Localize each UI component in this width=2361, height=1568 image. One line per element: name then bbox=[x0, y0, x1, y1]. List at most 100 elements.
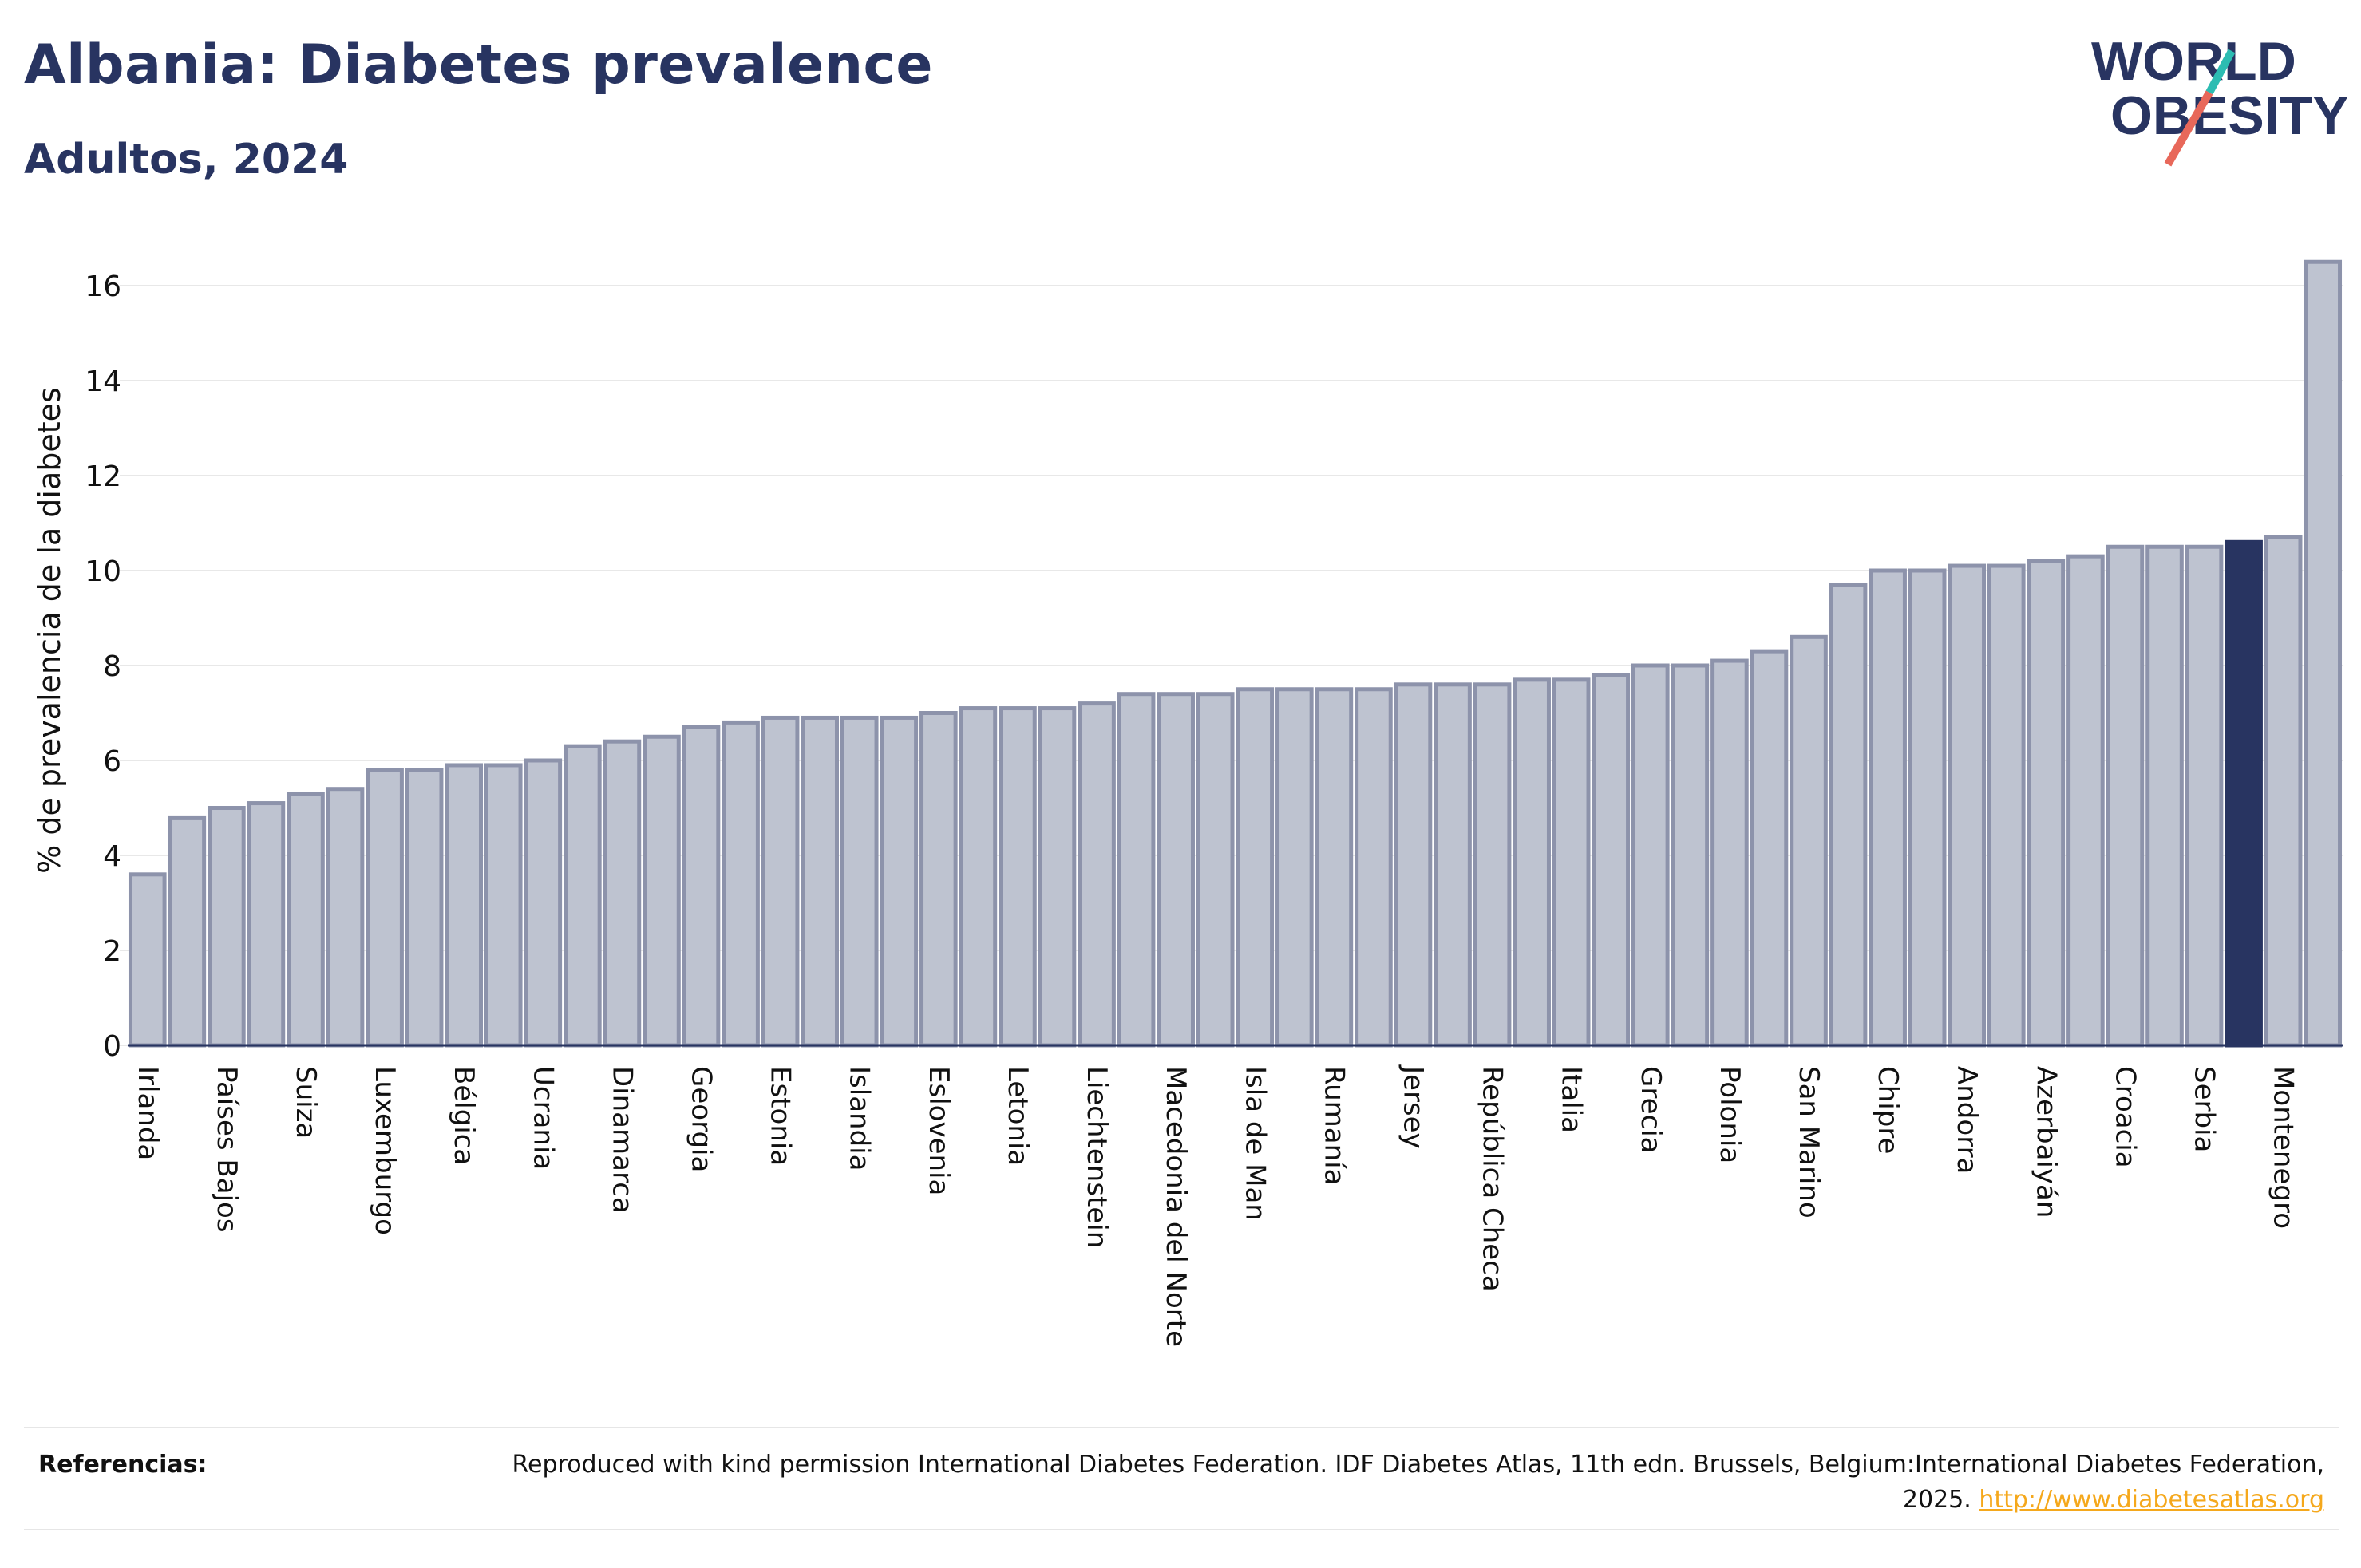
references-citation: Reproduced with kind permission Internat… bbox=[512, 1451, 2324, 1514]
bar bbox=[1078, 701, 1116, 1048]
bar bbox=[445, 763, 484, 1048]
y-tick-label: 4 bbox=[103, 840, 121, 873]
bar bbox=[2185, 544, 2224, 1048]
bar bbox=[1236, 687, 1275, 1048]
x-tick-label: Luxemburgo bbox=[369, 1066, 401, 1235]
bar-highlight bbox=[2225, 539, 2263, 1048]
x-tick-label: Croacia bbox=[2109, 1066, 2141, 1168]
bar bbox=[1987, 563, 2026, 1048]
x-tick-label: San Marino bbox=[1793, 1066, 1825, 1218]
y-tick-label: 16 bbox=[85, 271, 121, 303]
x-tick-label: Azerbaiyán bbox=[2030, 1066, 2062, 1218]
x-tick-label: República Checa bbox=[1477, 1066, 1509, 1292]
y-tick-labels: 0 2 4 6 8 10 12 14 16 bbox=[85, 271, 121, 1063]
bar bbox=[801, 715, 839, 1048]
bar bbox=[564, 744, 602, 1048]
x-tick-label: Ucrania bbox=[527, 1066, 559, 1170]
references-label: Referencias: bbox=[38, 1451, 208, 1479]
references-link[interactable]: http://www.diabetesatlas.org bbox=[1979, 1486, 2324, 1514]
bar bbox=[761, 715, 800, 1048]
bar bbox=[1434, 682, 1472, 1048]
y-tick-label: 8 bbox=[103, 650, 121, 683]
bar bbox=[1908, 568, 1947, 1048]
x-tick-label: Serbia bbox=[2189, 1066, 2221, 1152]
bar bbox=[287, 792, 325, 1048]
bar bbox=[2145, 544, 2184, 1048]
bar bbox=[1631, 663, 1670, 1048]
logo-text-obesity: OBESITY bbox=[2110, 85, 2347, 146]
y-tick-label: 14 bbox=[85, 365, 121, 398]
x-tick-label: Suiza bbox=[290, 1066, 322, 1139]
bar bbox=[1592, 673, 1631, 1048]
x-tick-label: Polonia bbox=[1714, 1066, 1746, 1163]
logo-slash-teal bbox=[2205, 49, 2236, 95]
x-tick-label: Eslovenia bbox=[923, 1066, 955, 1195]
bar bbox=[1315, 687, 1354, 1048]
bar bbox=[643, 734, 681, 1048]
bar bbox=[1513, 677, 1551, 1048]
bar bbox=[168, 815, 207, 1048]
bar bbox=[326, 787, 365, 1048]
x-tick-label: Georgia bbox=[686, 1066, 718, 1172]
x-tick-label: Macedonia del Norte bbox=[1160, 1066, 1192, 1347]
x-tick-label: Grecia bbox=[1635, 1066, 1667, 1153]
references-box: Referencias: Reproduced with kind permis… bbox=[24, 1427, 2339, 1530]
bar bbox=[682, 725, 721, 1048]
bar bbox=[1750, 649, 1789, 1048]
y-tick-label: 10 bbox=[85, 555, 121, 588]
bar bbox=[1829, 583, 1868, 1048]
x-tick-label: Andorra bbox=[1951, 1066, 1983, 1174]
x-tick-label: Liechtenstein bbox=[1081, 1066, 1113, 1248]
bar bbox=[1790, 634, 1828, 1048]
x-tick-label: Chipre bbox=[1872, 1066, 1904, 1154]
bar bbox=[1948, 563, 1987, 1048]
bar bbox=[959, 706, 998, 1048]
chart-title: Albania: Diabetes prevalence bbox=[24, 34, 933, 97]
bar bbox=[247, 801, 286, 1048]
bar bbox=[722, 720, 760, 1048]
bar bbox=[484, 763, 523, 1048]
bar bbox=[2304, 259, 2343, 1048]
bar bbox=[1394, 682, 1433, 1048]
bar bbox=[366, 768, 404, 1048]
bars bbox=[128, 259, 2343, 1048]
y-tick-label: 12 bbox=[85, 460, 121, 493]
x-tick-label: Jersey bbox=[1397, 1064, 1429, 1149]
bar bbox=[1117, 692, 1156, 1048]
x-tick-label: Países Bajos bbox=[211, 1066, 243, 1233]
bar bbox=[524, 758, 563, 1048]
x-tick-label: Bélgica bbox=[448, 1066, 480, 1165]
bar bbox=[405, 768, 444, 1048]
bar bbox=[2106, 544, 2145, 1048]
bar bbox=[1196, 692, 1235, 1048]
bar bbox=[1355, 687, 1393, 1048]
y-tick-label: 0 bbox=[103, 1030, 121, 1063]
bar bbox=[1157, 692, 1195, 1048]
x-tick-label: Estonia bbox=[765, 1066, 797, 1166]
y-tick-label: 2 bbox=[103, 935, 121, 968]
x-tick-label: Dinamarca bbox=[606, 1066, 638, 1214]
bar-chart: 0 2 4 6 8 10 12 14 16 Irlanda Países Bajos Suiza Lu… bbox=[32, 259, 2343, 1347]
bar bbox=[880, 715, 919, 1048]
bar bbox=[2066, 554, 2105, 1048]
bar bbox=[2264, 535, 2303, 1048]
bar bbox=[1038, 706, 1077, 1048]
bar bbox=[208, 806, 246, 1048]
bar bbox=[999, 706, 1037, 1048]
chart-subtitle: Adultos, 2024 bbox=[24, 136, 349, 184]
bar bbox=[603, 739, 642, 1048]
x-tick-label: Italia bbox=[1556, 1066, 1588, 1133]
x-tick-label: Irlanda bbox=[132, 1066, 164, 1160]
bar bbox=[1869, 568, 1907, 1048]
logo-slash-coral bbox=[2164, 90, 2213, 167]
references-text: Reproduced with kind permission Internat… bbox=[449, 1448, 2324, 1518]
x-tick-label: Isla de Man bbox=[1239, 1066, 1271, 1221]
bar bbox=[128, 872, 167, 1048]
bar bbox=[1671, 663, 1710, 1048]
x-tick-label: Rumanía bbox=[1318, 1066, 1350, 1185]
x-tick-label: Montenegro bbox=[2268, 1066, 2300, 1229]
bar bbox=[1473, 682, 1512, 1048]
y-tick-label: 6 bbox=[103, 745, 121, 778]
x-tick-labels: Irlanda Países Bajos Suiza Luxemburgo Bélgic… bbox=[132, 1064, 2300, 1347]
logo-text-world: WORLD bbox=[2091, 31, 2296, 92]
